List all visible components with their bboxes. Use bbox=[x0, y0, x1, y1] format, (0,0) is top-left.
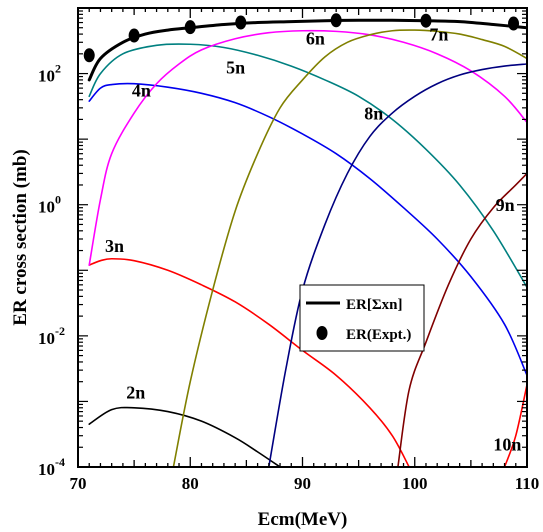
y-tick-exponent: 2 bbox=[55, 62, 61, 76]
x-tick-label-90: 90 bbox=[294, 474, 311, 493]
curve-label-7n: 7n bbox=[429, 24, 448, 44]
legend: ER[Σxn] ER(Expt.) bbox=[299, 284, 425, 352]
plot-border bbox=[77, 7, 528, 468]
series-line-6n bbox=[88, 29, 527, 266]
series-line-3n bbox=[88, 257, 410, 467]
curve-label-9n: 9n bbox=[496, 195, 515, 215]
ticks-layer bbox=[77, 8, 528, 468]
curve-label-5n: 5n bbox=[226, 58, 245, 78]
legend-label-sum: ER[Σxn] bbox=[346, 297, 402, 313]
x-tick-label-70: 70 bbox=[70, 474, 87, 493]
plot-frame bbox=[77, 7, 528, 468]
y-tick-label-0: 100 bbox=[38, 193, 61, 217]
curve-label-2n: 2n bbox=[126, 383, 145, 403]
series-line-5n bbox=[88, 43, 527, 289]
x-tick-label-80: 80 bbox=[182, 474, 199, 493]
x-axis-title: Ecm(MeV) bbox=[258, 509, 348, 530]
x-tick-label-100: 100 bbox=[402, 474, 428, 493]
legend-dot-swatch bbox=[316, 326, 328, 340]
curve-label-6n: 6n bbox=[306, 28, 325, 48]
series-line-4n bbox=[88, 82, 527, 377]
curve-label-3n: 3n bbox=[105, 236, 124, 256]
expt-point-1 bbox=[128, 28, 140, 43]
y-tick-exponent: -2 bbox=[55, 324, 65, 338]
series-line-2n bbox=[88, 406, 281, 467]
expt-point-3 bbox=[235, 15, 247, 30]
series-line-9n bbox=[397, 172, 527, 467]
curve-labels-layer: 2n 3n 4n 5n 6n 7n 8n 9n 10n bbox=[105, 24, 521, 454]
expt-point-4 bbox=[330, 13, 342, 28]
expt-point-6 bbox=[508, 16, 520, 31]
curve-label-4n: 4n bbox=[132, 80, 151, 100]
series-line-7n bbox=[172, 29, 527, 467]
x-tick-label-110: 110 bbox=[515, 474, 540, 493]
y-tick-label--2: 10-2 bbox=[38, 324, 65, 348]
curves-layer bbox=[87, 18, 527, 467]
markers-layer bbox=[83, 13, 520, 63]
y-tick-exponent: 0 bbox=[55, 193, 61, 207]
legend-box bbox=[299, 284, 425, 352]
y-tick-exponent: -4 bbox=[55, 455, 65, 469]
legend-label-expt: ER(Expt.) bbox=[346, 327, 411, 343]
y-tick-label-2: 102 bbox=[38, 62, 61, 86]
series-line-8n bbox=[268, 63, 527, 467]
curve-label-10n: 10n bbox=[493, 434, 521, 454]
curve-label-8n: 8n bbox=[364, 103, 383, 123]
expt-point-2 bbox=[184, 20, 196, 35]
y-tick-label--4: 10-4 bbox=[38, 455, 65, 479]
expt-point-5 bbox=[420, 13, 432, 28]
y-axis-title: ER cross section (mb) bbox=[10, 149, 31, 325]
expt-point-0 bbox=[83, 48, 95, 63]
series-line-10n bbox=[503, 383, 527, 467]
